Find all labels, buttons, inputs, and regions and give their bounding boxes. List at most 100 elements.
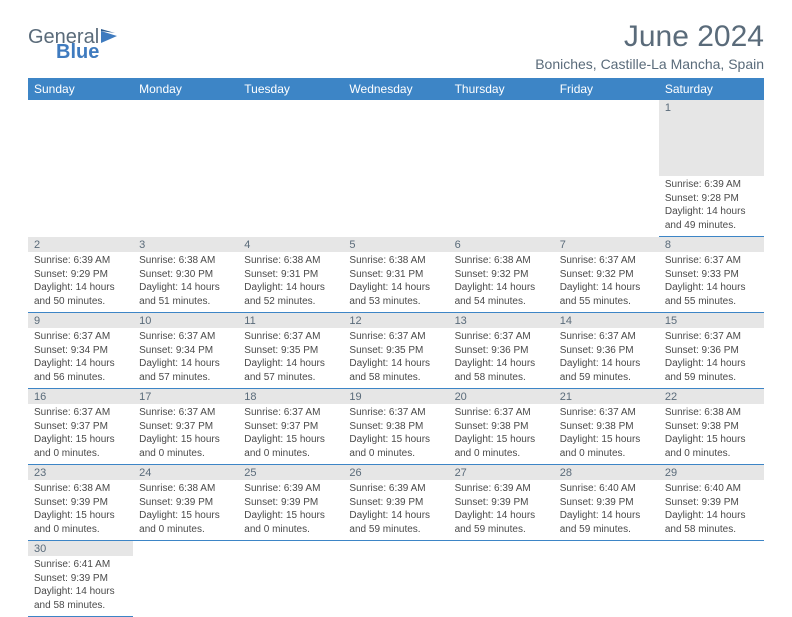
day-content-row: Sunrise: 6:37 AMSunset: 9:37 PMDaylight:… bbox=[28, 404, 764, 465]
day-number-row: 23242526272829 bbox=[28, 465, 764, 481]
sunrise-line: Sunrise: 6:39 AM bbox=[34, 254, 127, 268]
sunrise-line: Sunrise: 6:37 AM bbox=[34, 330, 127, 344]
sunrise-line: Sunrise: 6:38 AM bbox=[139, 254, 232, 268]
daylight-line: Daylight: 14 hours and 59 minutes. bbox=[560, 357, 653, 384]
day-content-row: Sunrise: 6:41 AMSunset: 9:39 PMDaylight:… bbox=[28, 556, 764, 617]
sunset-line: Sunset: 9:39 PM bbox=[455, 496, 548, 510]
day-number-cell: 7 bbox=[554, 237, 659, 253]
sunset-line: Sunset: 9:35 PM bbox=[244, 344, 337, 358]
day-number-cell: 26 bbox=[343, 465, 448, 481]
daylight-line: Daylight: 14 hours and 49 minutes. bbox=[665, 205, 758, 232]
day-content-cell: Sunrise: 6:38 AMSunset: 9:39 PMDaylight:… bbox=[28, 480, 133, 541]
sunrise-line: Sunrise: 6:37 AM bbox=[34, 406, 127, 420]
day-content-cell: Sunrise: 6:39 AMSunset: 9:39 PMDaylight:… bbox=[449, 480, 554, 541]
day-number-row: 16171819202122 bbox=[28, 389, 764, 405]
sunrise-line: Sunrise: 6:37 AM bbox=[455, 406, 548, 420]
day-content-cell bbox=[554, 176, 659, 237]
sunset-line: Sunset: 9:37 PM bbox=[139, 420, 232, 434]
day-content-cell: Sunrise: 6:38 AMSunset: 9:31 PMDaylight:… bbox=[238, 252, 343, 313]
day-number-cell: 9 bbox=[28, 313, 133, 329]
sunrise-line: Sunrise: 6:37 AM bbox=[139, 330, 232, 344]
sunset-line: Sunset: 9:37 PM bbox=[34, 420, 127, 434]
sunrise-line: Sunrise: 6:38 AM bbox=[455, 254, 548, 268]
day-number-cell bbox=[133, 541, 238, 557]
logo: General Blue bbox=[28, 20, 123, 62]
daylight-line: Daylight: 14 hours and 57 minutes. bbox=[139, 357, 232, 384]
day-number-cell: 10 bbox=[133, 313, 238, 329]
day-number-row: 1 bbox=[28, 100, 764, 176]
sunset-line: Sunset: 9:39 PM bbox=[349, 496, 442, 510]
day-number-cell: 19 bbox=[343, 389, 448, 405]
day-number-cell bbox=[28, 100, 133, 176]
day-number-row: 9101112131415 bbox=[28, 313, 764, 329]
day-content-cell: Sunrise: 6:37 AMSunset: 9:36 PMDaylight:… bbox=[449, 328, 554, 389]
day-number-cell: 1 bbox=[659, 100, 764, 176]
sunrise-line: Sunrise: 6:37 AM bbox=[560, 254, 653, 268]
day-number-cell bbox=[449, 541, 554, 557]
daylight-line: Daylight: 15 hours and 0 minutes. bbox=[244, 509, 337, 536]
weekday-header-row: Sunday Monday Tuesday Wednesday Thursday… bbox=[28, 78, 764, 100]
day-content-cell: Sunrise: 6:37 AMSunset: 9:38 PMDaylight:… bbox=[343, 404, 448, 465]
header: General Blue June 2024 Boniches, Castill… bbox=[28, 20, 764, 72]
sunrise-line: Sunrise: 6:38 AM bbox=[244, 254, 337, 268]
weekday-header: Saturday bbox=[659, 78, 764, 100]
daylight-line: Daylight: 15 hours and 0 minutes. bbox=[455, 433, 548, 460]
sunset-line: Sunset: 9:36 PM bbox=[665, 344, 758, 358]
day-number-cell: 5 bbox=[343, 237, 448, 253]
daylight-line: Daylight: 14 hours and 55 minutes. bbox=[665, 281, 758, 308]
sunrise-line: Sunrise: 6:39 AM bbox=[455, 482, 548, 496]
day-number-cell: 21 bbox=[554, 389, 659, 405]
day-content-cell bbox=[449, 176, 554, 237]
day-number-cell: 4 bbox=[238, 237, 343, 253]
day-content-cell: Sunrise: 6:37 AMSunset: 9:35 PMDaylight:… bbox=[343, 328, 448, 389]
day-number-cell: 8 bbox=[659, 237, 764, 253]
weekday-header: Tuesday bbox=[238, 78, 343, 100]
day-number-cell bbox=[238, 541, 343, 557]
day-number-cell: 28 bbox=[554, 465, 659, 481]
day-content-cell: Sunrise: 6:37 AMSunset: 9:34 PMDaylight:… bbox=[28, 328, 133, 389]
daylight-line: Daylight: 14 hours and 58 minutes. bbox=[455, 357, 548, 384]
day-number-cell: 29 bbox=[659, 465, 764, 481]
daylight-line: Daylight: 14 hours and 57 minutes. bbox=[244, 357, 337, 384]
sunset-line: Sunset: 9:35 PM bbox=[349, 344, 442, 358]
day-number-cell: 20 bbox=[449, 389, 554, 405]
sunrise-line: Sunrise: 6:37 AM bbox=[665, 254, 758, 268]
day-number-cell bbox=[343, 100, 448, 176]
day-number-cell: 2 bbox=[28, 237, 133, 253]
day-number-cell: 17 bbox=[133, 389, 238, 405]
day-content-row: Sunrise: 6:39 AMSunset: 9:29 PM Daylight:… bbox=[28, 252, 764, 313]
daylight-line: Daylight: 15 hours and 0 minutes. bbox=[139, 433, 232, 460]
daylight-line: Daylight: 14 hours and 59 minutes. bbox=[349, 509, 442, 536]
sunset-line: Sunset: 9:29 PM bbox=[34, 268, 127, 282]
day-content-cell bbox=[238, 176, 343, 237]
day-number-row: 2345678 bbox=[28, 237, 764, 253]
day-number-cell: 24 bbox=[133, 465, 238, 481]
day-number-cell: 25 bbox=[238, 465, 343, 481]
day-content-cell bbox=[343, 556, 448, 617]
day-content-cell: Sunrise: 6:37 AMSunset: 9:38 PMDaylight:… bbox=[554, 404, 659, 465]
sunset-line: Sunset: 9:36 PM bbox=[560, 344, 653, 358]
daylight-line: Daylight: 15 hours and 0 minutes. bbox=[560, 433, 653, 460]
day-content-cell: Sunrise: 6:39 AMSunset: 9:28 PMDaylight:… bbox=[659, 176, 764, 237]
day-number-cell: 15 bbox=[659, 313, 764, 329]
sunrise-line: Sunrise: 6:38 AM bbox=[139, 482, 232, 496]
daylight-line: Daylight: 14 hours and 58 minutes. bbox=[34, 585, 127, 612]
daylight-line: Daylight: 14 hours and 56 minutes. bbox=[34, 357, 127, 384]
weekday-header: Monday bbox=[133, 78, 238, 100]
sunrise-line: Sunrise: 6:39 AM bbox=[349, 482, 442, 496]
day-content-cell: Sunrise: 6:37 AMSunset: 9:34 PMDaylight:… bbox=[133, 328, 238, 389]
day-content-cell: Sunrise: 6:41 AMSunset: 9:39 PMDaylight:… bbox=[28, 556, 133, 617]
sunset-line: Sunset: 9:39 PM bbox=[665, 496, 758, 510]
sunset-line: Sunset: 9:38 PM bbox=[455, 420, 548, 434]
sunrise-line: Sunrise: 6:39 AM bbox=[244, 482, 337, 496]
day-number-cell: 14 bbox=[554, 313, 659, 329]
daylight-line: Daylight: 15 hours and 0 minutes. bbox=[139, 509, 232, 536]
day-content-cell bbox=[133, 556, 238, 617]
daylight-line: Daylight: 14 hours and 58 minutes. bbox=[665, 509, 758, 536]
day-number-cell: 12 bbox=[343, 313, 448, 329]
daylight-line: Daylight: 14 hours and 58 minutes. bbox=[349, 357, 442, 384]
sunrise-line: Sunrise: 6:40 AM bbox=[665, 482, 758, 496]
day-content-cell bbox=[343, 176, 448, 237]
sunrise-line: Sunrise: 6:37 AM bbox=[349, 330, 442, 344]
day-content-cell bbox=[238, 556, 343, 617]
